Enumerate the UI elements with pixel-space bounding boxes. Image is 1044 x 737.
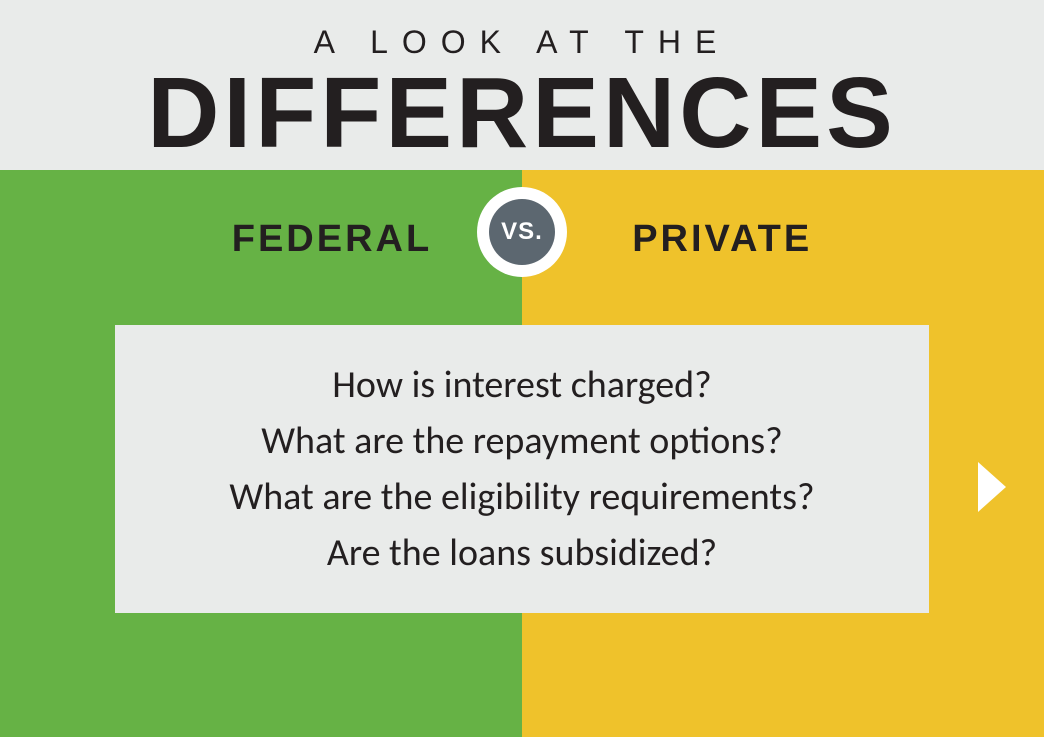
header-title: DIFFERENCES: [0, 63, 1044, 163]
comparison-split: FEDERAL PRIVATE VS. How is interest char…: [0, 170, 1044, 737]
vs-badge: VS.: [477, 187, 567, 277]
question-4: Are the loans subsidized?: [327, 530, 717, 576]
vs-text: VS.: [501, 218, 543, 246]
header-subtitle: A LOOK AT THE: [0, 24, 1044, 61]
private-label: PRIVATE: [632, 218, 812, 261]
question-2: What are the repayment options?: [261, 418, 783, 464]
question-box: How is interest charged? What are the re…: [115, 325, 929, 613]
vs-inner-circle: VS.: [489, 199, 555, 265]
header: A LOOK AT THE DIFFERENCES: [0, 0, 1044, 170]
next-arrow-button[interactable]: [976, 460, 1010, 519]
question-3: What are the eligibility requirements?: [229, 474, 814, 520]
chevron-right-icon: [976, 460, 1010, 514]
infographic-container: A LOOK AT THE DIFFERENCES FEDERAL PRIVAT…: [0, 0, 1044, 737]
question-1: How is interest charged?: [332, 362, 711, 408]
federal-label: FEDERAL: [232, 218, 432, 261]
